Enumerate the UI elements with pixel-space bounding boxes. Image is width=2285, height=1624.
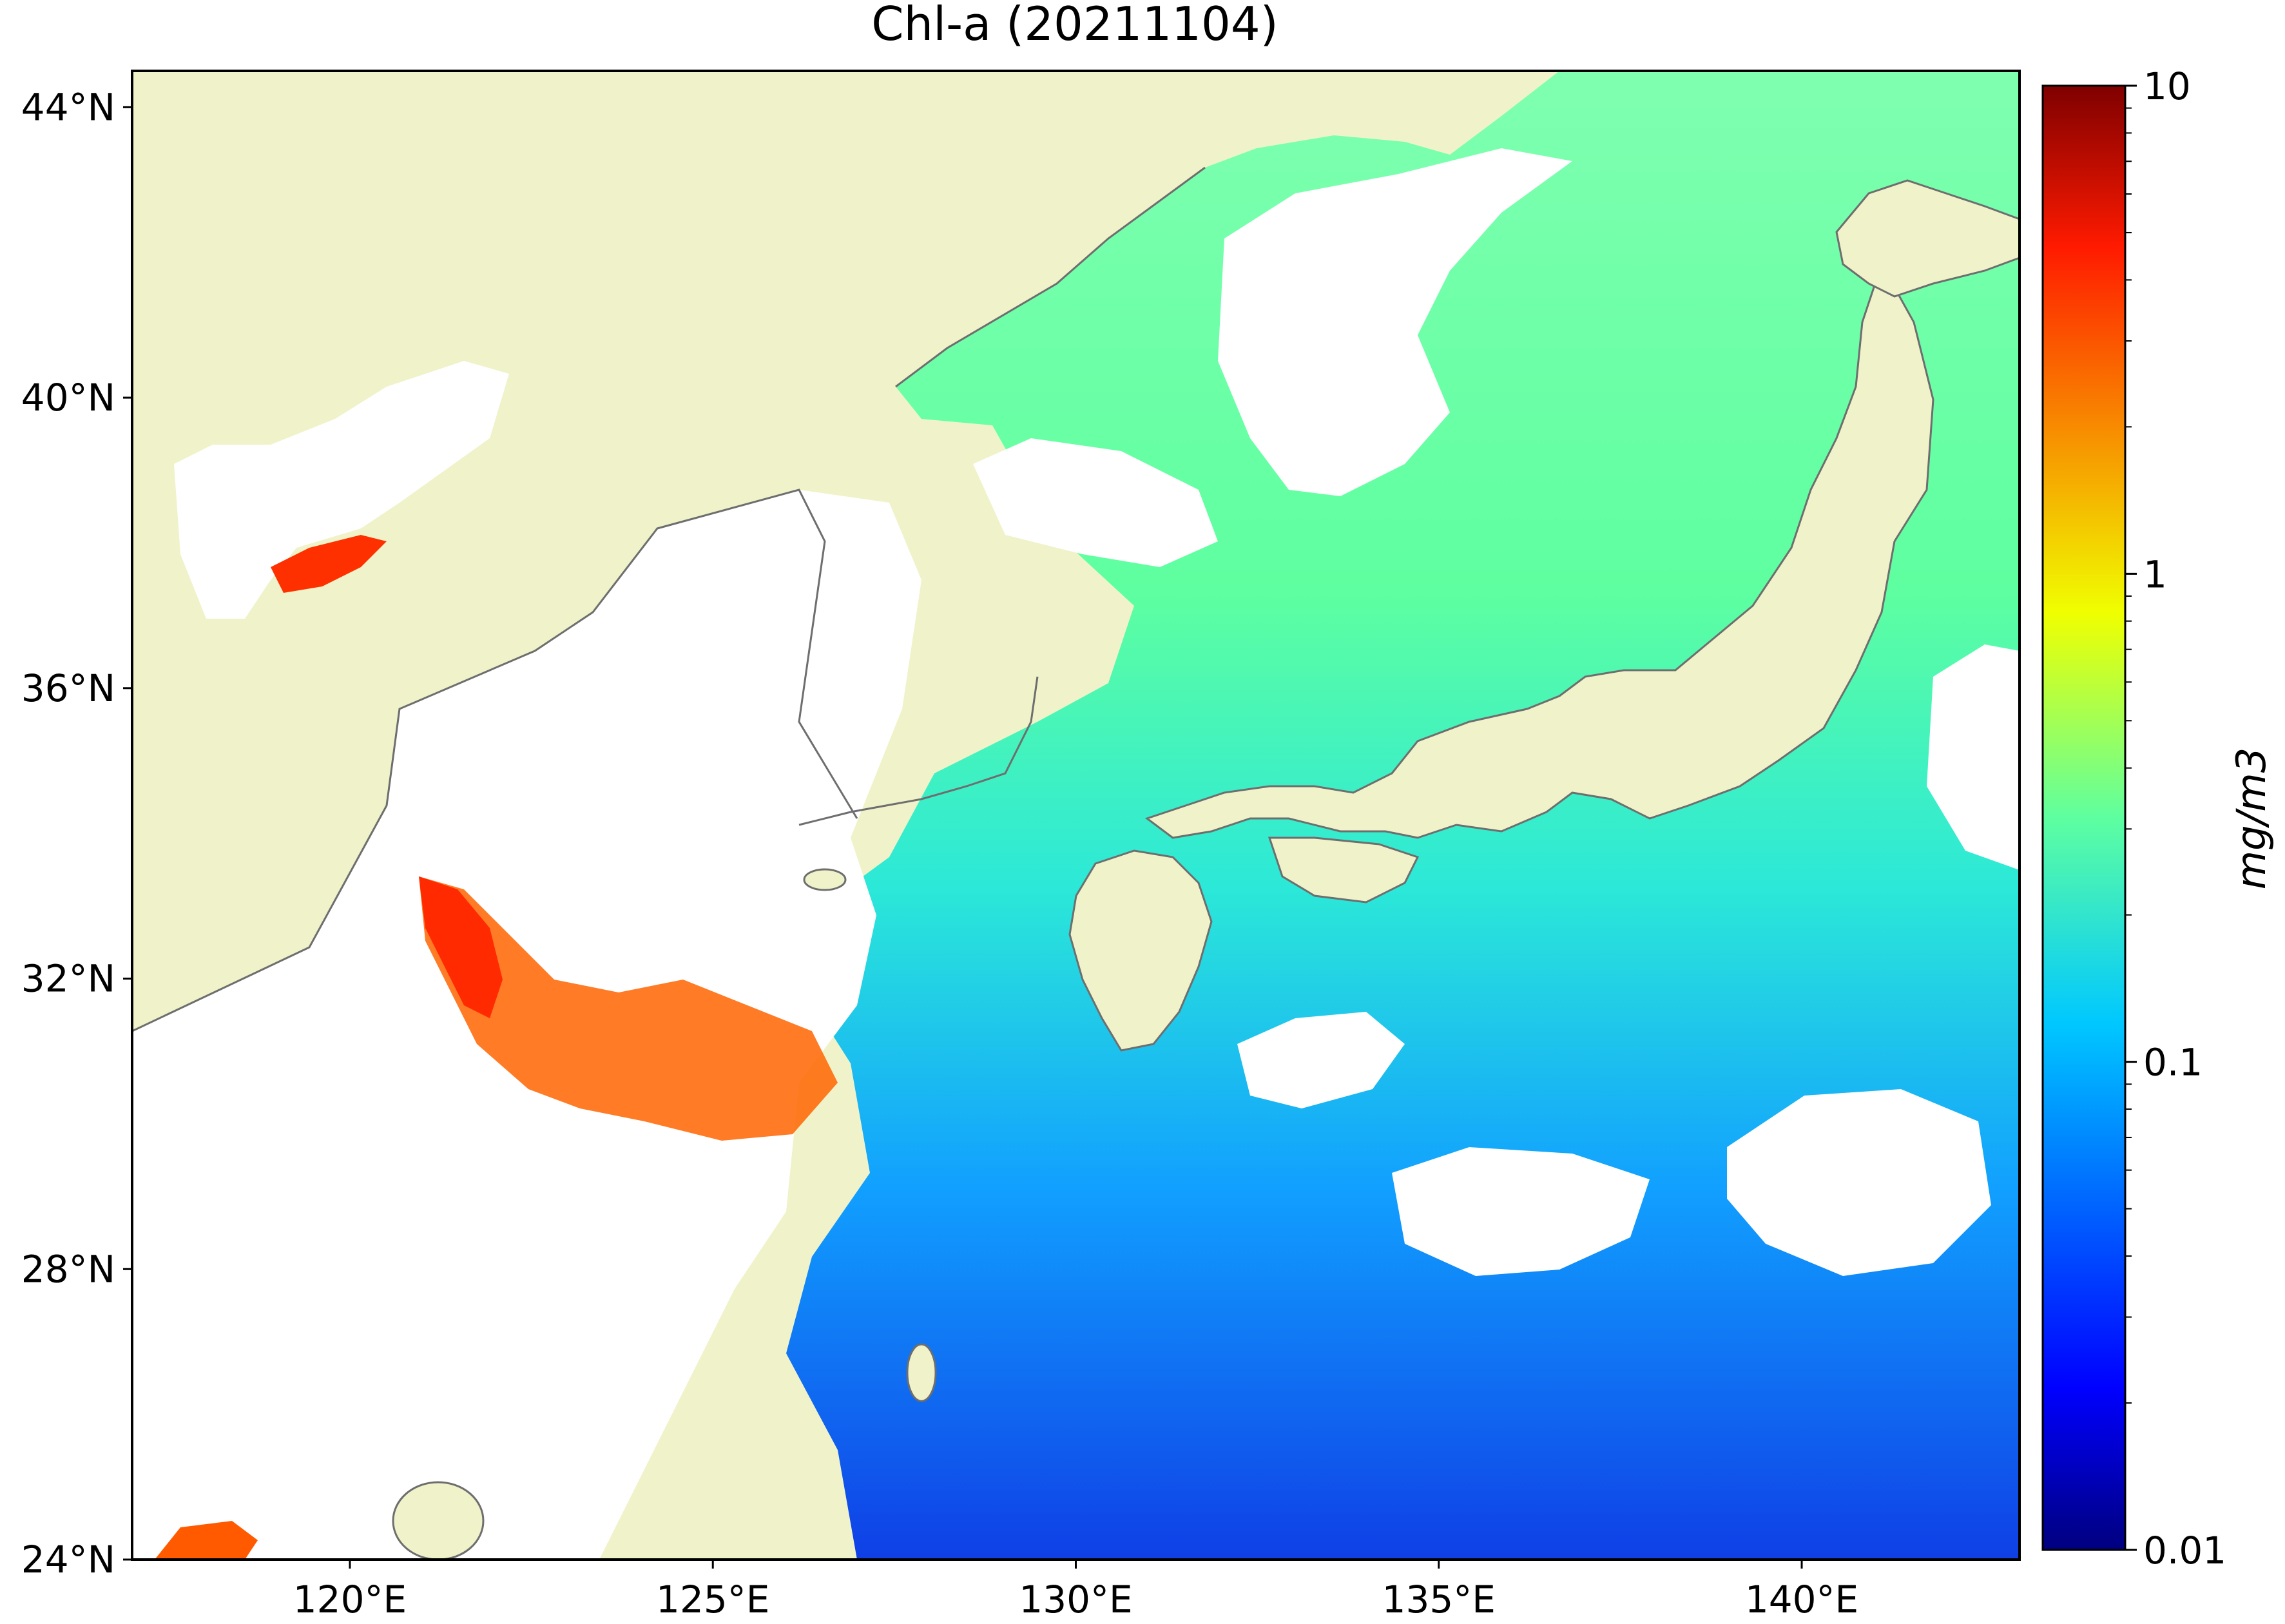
colorbar-tick-label: 1 <box>2143 552 2167 596</box>
colorbar-label: mg/m3 <box>2228 748 2275 889</box>
japan-shikoku-land <box>1268 836 1420 904</box>
high-chl-yangtze-plume <box>419 876 838 1141</box>
no-data-pacific-cloud-2 <box>1392 1147 1650 1276</box>
latitude-tick-label: 32°N <box>21 957 115 1001</box>
latitude-axis: 24°N 28°N 32°N 36°N 40°N 44°N <box>21 85 132 1581</box>
colorbar: 10 1 0.1 0.01 mg/m3 <box>2041 64 2275 1572</box>
latitude-tick-label: 36°N <box>21 666 115 710</box>
longitude-tick-label: 135°E <box>1382 1578 1496 1621</box>
longitude-tick-label: 120°E <box>293 1578 407 1621</box>
japan-hokkaido-land <box>1835 179 2020 298</box>
no-data-east-pacific <box>1927 644 2020 870</box>
high-chl-bohai-bay <box>271 535 387 593</box>
no-data-yellow-sea-cloud <box>973 438 1218 567</box>
longitude-tick-label: 125°E <box>656 1578 769 1621</box>
coastline-korea <box>798 166 1206 826</box>
latitude-tick-label: 44°N <box>21 85 115 129</box>
colorbar-tick-label: 10 <box>2143 64 2191 108</box>
no-data-pacific-cloud-3 <box>1727 1089 1991 1276</box>
longitude-axis: 120°E 125°E 130°E 135°E 140°E <box>293 1560 1858 1621</box>
coastline-china <box>132 488 858 1032</box>
figure-title: Chl-a (20211104) <box>871 0 1278 51</box>
longitude-tick-label: 130°E <box>1019 1578 1132 1621</box>
longitude-tick-label: 140°E <box>1745 1578 1858 1621</box>
japan-honshu-land <box>1144 262 1934 839</box>
island-taiwan <box>392 1481 485 1560</box>
colorbar-ticks: 10 1 0.1 0.01 <box>2125 64 2226 1572</box>
colorbar-tick-label: 0.1 <box>2143 1041 2203 1085</box>
latitude-tick-label: 40°N <box>21 376 115 420</box>
high-chl-yangtze-core <box>419 876 503 1018</box>
colorbar-frame <box>2041 84 2126 1551</box>
latitude-tick-label: 28°N <box>21 1247 115 1291</box>
no-data-pacific-cloud-1 <box>1237 1012 1405 1108</box>
island-okinawa <box>906 1343 937 1402</box>
high-chl-taiwan-strait <box>155 1521 258 1560</box>
no-data-bohai <box>174 361 509 619</box>
colorbar-gradient <box>2043 86 2125 1550</box>
no-data-north-japan-sea <box>1218 148 1572 496</box>
island-jeju <box>803 868 847 891</box>
colorbar-tick-label: 0.01 <box>2143 1529 2226 1572</box>
map-panel <box>132 71 2020 1560</box>
japan-kyushu-land <box>1068 849 1213 1052</box>
latitude-tick-label: 24°N <box>21 1538 115 1581</box>
